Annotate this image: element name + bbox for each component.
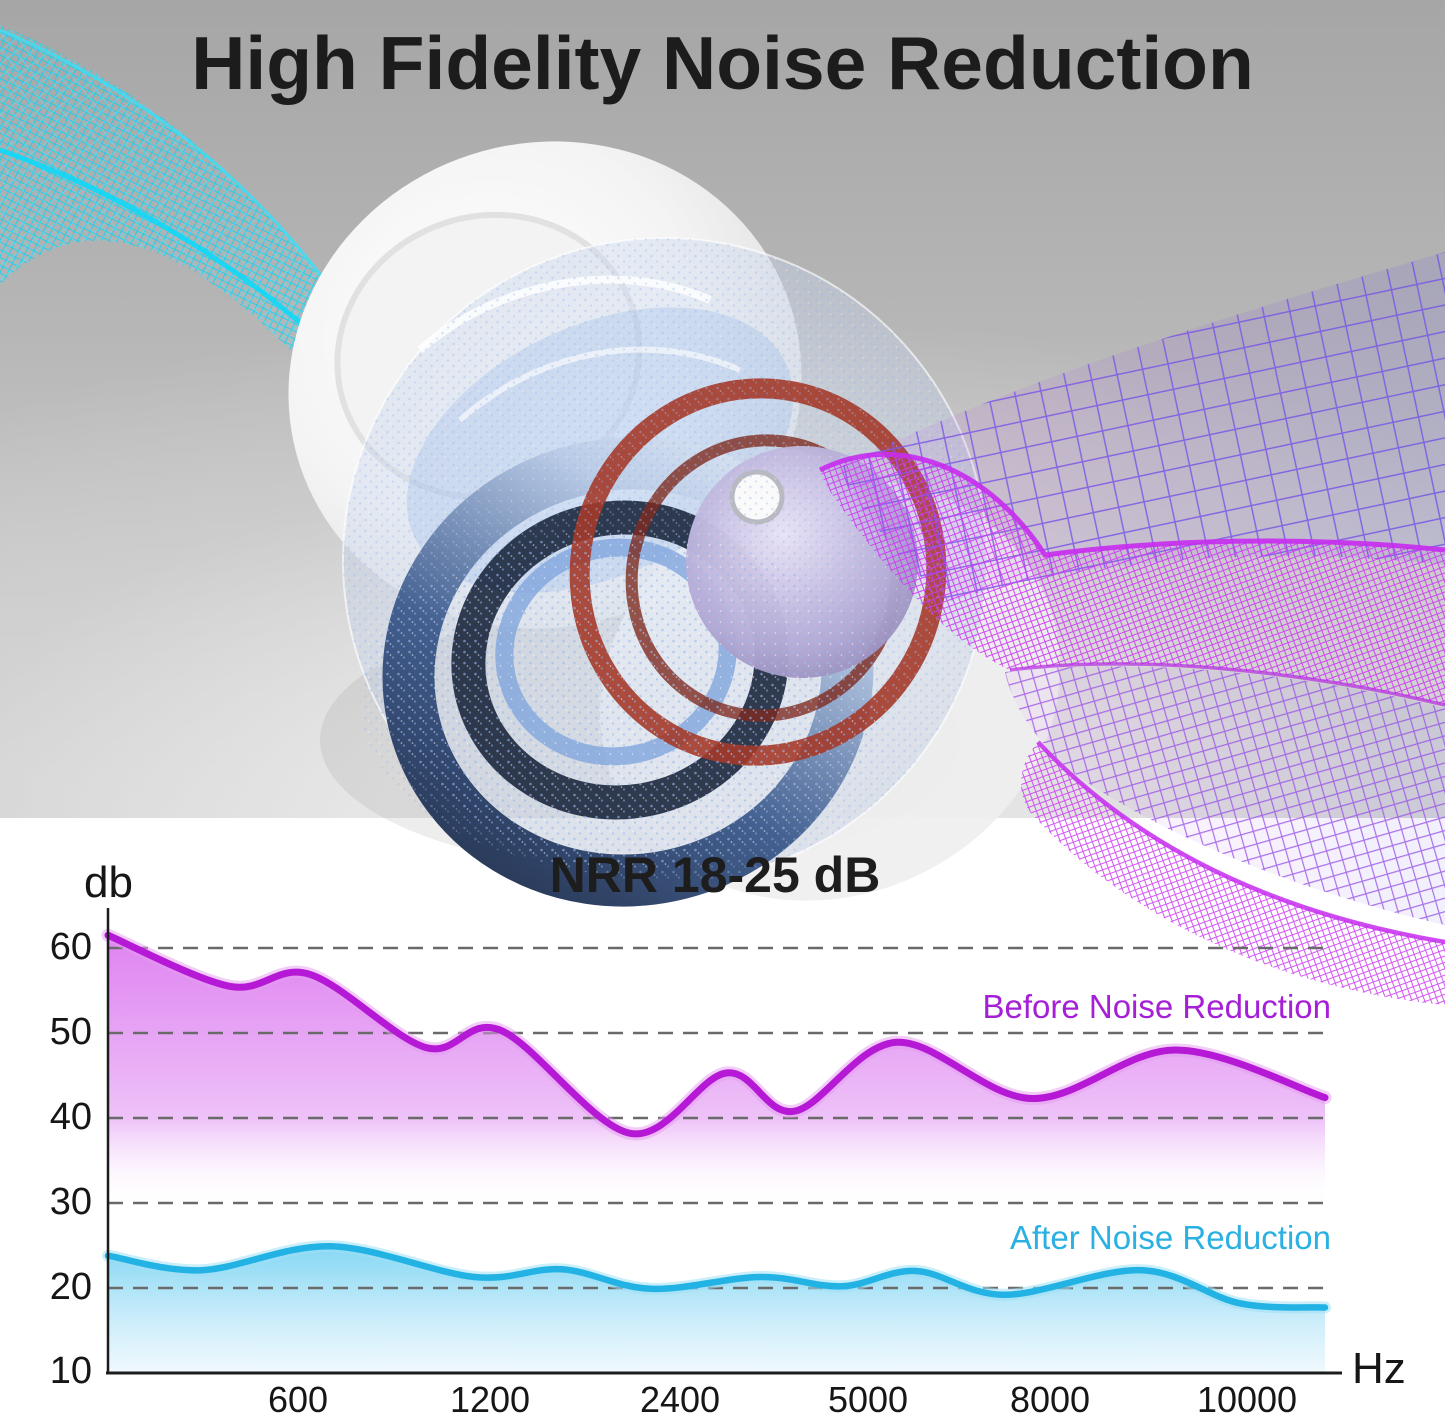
outgoing-sound-wave-mesh <box>818 252 1445 1005</box>
x-tick-2400: 2400 <box>639 1379 721 1415</box>
y-tick-30: 30 <box>49 1181 92 1223</box>
x-tick-1200: 1200 <box>449 1379 531 1415</box>
x-tick-10000: 10000 <box>1196 1379 1298 1415</box>
legend-after-noise-reduction: After Noise Reduction <box>1010 1219 1331 1256</box>
y-tick-40: 40 <box>49 1096 92 1138</box>
chart-title: NRR 18-25 dB <box>549 847 881 903</box>
x-tick-600: 600 <box>267 1379 329 1415</box>
y-tick-60: 60 <box>49 926 92 968</box>
x-tick-5000: 5000 <box>827 1379 909 1415</box>
x-axis-unit-label: Hz <box>1352 1344 1406 1393</box>
before-curve <box>104 931 1329 1138</box>
earbud-illustration <box>288 141 1060 907</box>
dome-glitter-dense <box>360 530 880 870</box>
x-tick-8000: 8000 <box>1009 1379 1091 1415</box>
y-tick-10: 10 <box>49 1350 92 1392</box>
y-tick-20: 20 <box>49 1266 92 1308</box>
after-area-fill <box>108 1246 1325 1373</box>
legend-before-noise-reduction: Before Noise Reduction <box>982 988 1331 1025</box>
after-curve <box>104 1243 1329 1311</box>
y-axis-unit-label: db <box>84 858 133 907</box>
page-title: High Fidelity Noise Reduction <box>191 21 1254 105</box>
dashed-gridlines <box>108 946 1328 1290</box>
noise-reduction-chart <box>101 908 1342 1375</box>
y-tick-50: 50 <box>49 1011 92 1053</box>
